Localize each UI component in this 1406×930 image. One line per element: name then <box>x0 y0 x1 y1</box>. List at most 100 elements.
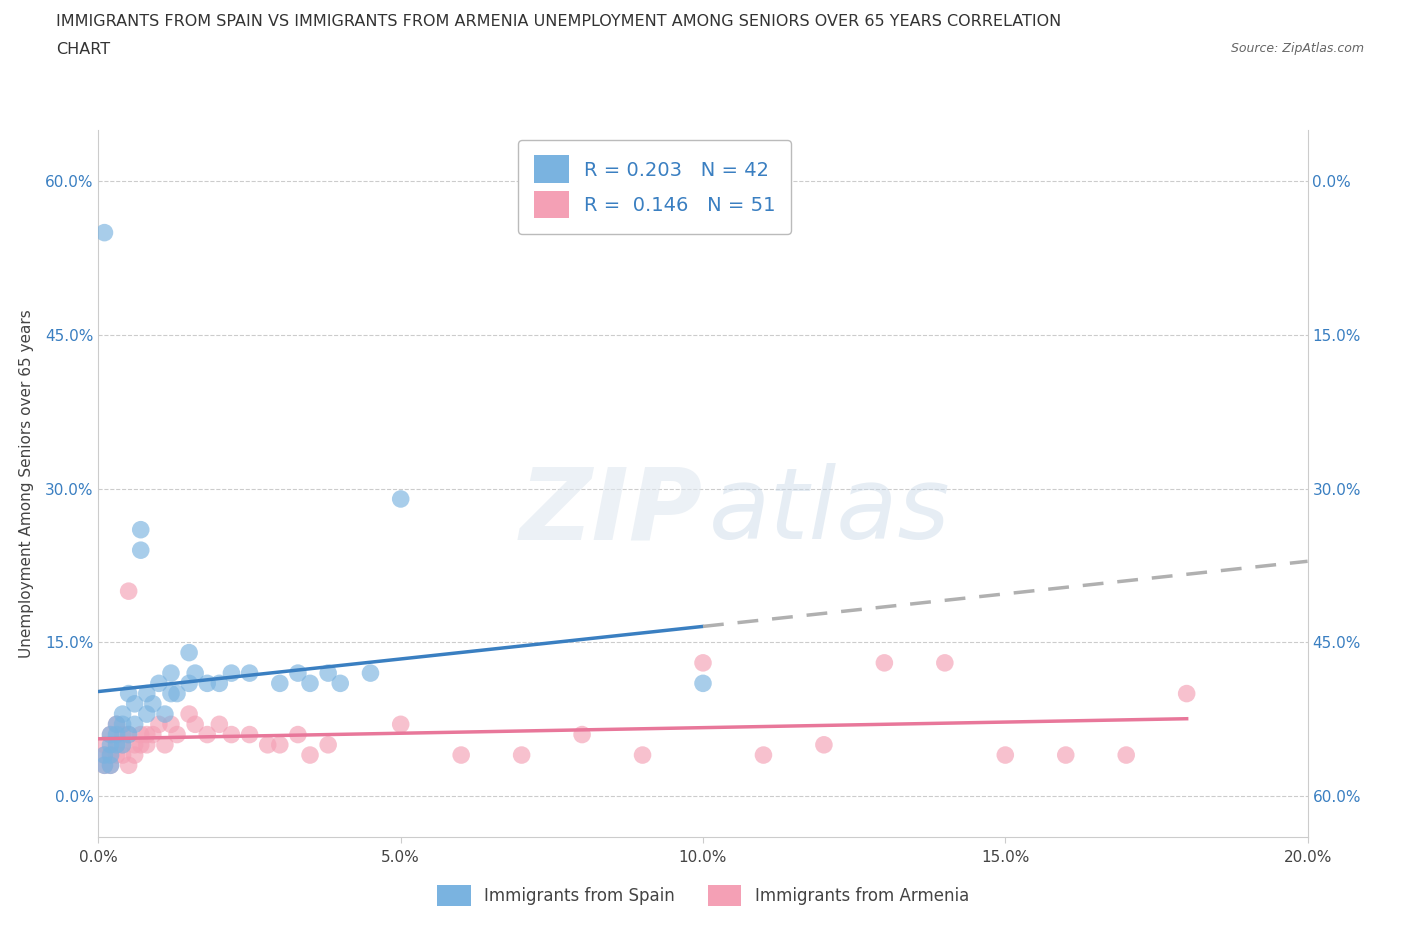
Point <box>100 758 122 773</box>
Point <box>124 697 146 711</box>
Point <box>239 727 262 742</box>
Point <box>269 676 291 691</box>
Point <box>135 727 157 742</box>
Text: Source: ZipAtlas.com: Source: ZipAtlas.com <box>1230 42 1364 55</box>
Point <box>287 666 309 681</box>
Point <box>105 737 128 752</box>
Point <box>100 758 122 773</box>
Point <box>752 748 775 763</box>
Point <box>160 717 183 732</box>
Point <box>148 676 170 691</box>
Point <box>208 717 231 732</box>
Point <box>179 676 201 691</box>
Point <box>873 656 896 671</box>
Point <box>100 727 122 742</box>
Point <box>299 676 322 691</box>
Point <box>813 737 835 752</box>
Point <box>93 737 115 752</box>
Point <box>631 748 654 763</box>
Point <box>160 686 183 701</box>
Point <box>316 666 339 681</box>
Point <box>111 707 134 722</box>
Point <box>93 225 115 240</box>
Point <box>111 717 134 732</box>
Text: IMMIGRANTS FROM SPAIN VS IMMIGRANTS FROM ARMENIA UNEMPLOYMENT AMONG SENIORS OVER: IMMIGRANTS FROM SPAIN VS IMMIGRANTS FROM… <box>56 14 1062 29</box>
Point <box>105 717 128 732</box>
Point <box>166 686 188 701</box>
Point <box>142 727 165 742</box>
Point <box>299 748 322 763</box>
Point <box>118 686 141 701</box>
Point <box>316 737 339 752</box>
Point <box>135 737 157 752</box>
Point <box>221 666 243 681</box>
Point <box>111 748 134 763</box>
Point <box>129 543 152 558</box>
Point <box>124 717 146 732</box>
Point <box>93 748 115 763</box>
Point <box>142 697 165 711</box>
Point <box>360 666 382 681</box>
Point <box>111 737 134 752</box>
Point <box>129 523 152 538</box>
Point <box>1115 748 1137 763</box>
Point <box>994 748 1017 763</box>
Point <box>389 492 412 507</box>
Point <box>160 666 183 681</box>
Point <box>510 748 533 763</box>
Point <box>118 584 141 599</box>
Point <box>934 656 956 671</box>
Point <box>93 758 115 773</box>
Point <box>195 727 218 742</box>
Point <box>111 727 134 742</box>
Point <box>135 707 157 722</box>
Point <box>100 737 122 752</box>
Point <box>118 727 141 742</box>
Point <box>148 717 170 732</box>
Point <box>450 748 472 763</box>
Point <box>329 676 352 691</box>
Point <box>179 645 201 660</box>
Point <box>179 707 201 722</box>
Point <box>153 737 176 752</box>
Point <box>692 676 714 691</box>
Point <box>571 727 593 742</box>
Point <box>118 758 141 773</box>
Point <box>111 737 134 752</box>
Point <box>129 727 152 742</box>
Point <box>239 666 262 681</box>
Point <box>1054 748 1077 763</box>
Point <box>1175 686 1198 701</box>
Y-axis label: Unemployment Among Seniors over 65 years: Unemployment Among Seniors over 65 years <box>18 310 34 658</box>
Point <box>195 676 218 691</box>
Point <box>153 707 176 722</box>
Point <box>166 727 188 742</box>
Point <box>256 737 278 752</box>
Point <box>93 758 115 773</box>
Point <box>135 686 157 701</box>
Point <box>105 737 128 752</box>
Point <box>269 737 291 752</box>
Point <box>124 737 146 752</box>
Point <box>221 727 243 742</box>
Point <box>93 748 115 763</box>
Point <box>100 727 122 742</box>
Point <box>100 748 122 763</box>
Point <box>692 656 714 671</box>
Point <box>184 666 207 681</box>
Point <box>105 717 128 732</box>
Point <box>105 748 128 763</box>
Point <box>287 727 309 742</box>
Text: ZIP: ZIP <box>520 463 703 561</box>
Point <box>118 727 141 742</box>
Point <box>124 748 146 763</box>
Point <box>389 717 412 732</box>
Point <box>184 717 207 732</box>
Point <box>208 676 231 691</box>
Text: atlas: atlas <box>709 463 950 561</box>
Legend: R = 0.203   N = 42, R =  0.146   N = 51: R = 0.203 N = 42, R = 0.146 N = 51 <box>517 140 792 233</box>
Legend: Immigrants from Spain, Immigrants from Armenia: Immigrants from Spain, Immigrants from A… <box>430 879 976 912</box>
Text: CHART: CHART <box>56 42 110 57</box>
Point <box>100 748 122 763</box>
Point <box>129 737 152 752</box>
